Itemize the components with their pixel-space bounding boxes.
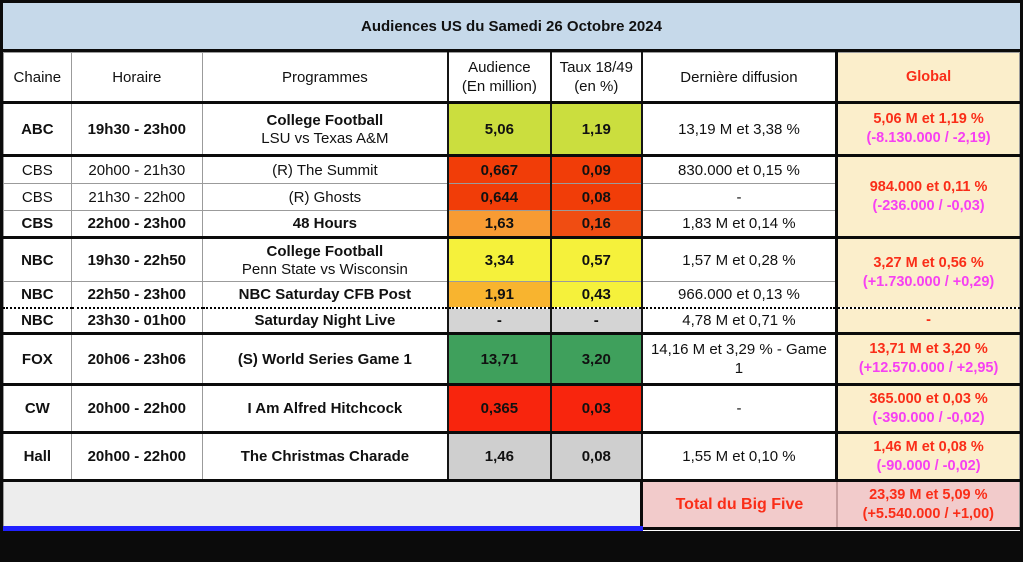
cell-horaire: 20h00 - 22h00 bbox=[70, 383, 203, 433]
cell-horaire: 23h30 - 01h00 bbox=[70, 306, 203, 334]
cell-taux: 0,16 bbox=[549, 210, 643, 238]
cell-global-cbs: 984.000 et 0,11 % (-236.000 / -0,03) bbox=[835, 154, 1020, 238]
col-header-horaire: Horaire bbox=[70, 52, 203, 104]
cell-chaine: FOX bbox=[3, 332, 72, 385]
cell-programme: (R) The Summit bbox=[201, 154, 449, 184]
cell-taux: 0,08 bbox=[549, 183, 643, 211]
col-header-chaine: Chaine bbox=[3, 52, 72, 104]
cell-audience: 0,365 bbox=[446, 383, 552, 433]
cell-programme: 48 Hours bbox=[201, 210, 449, 238]
cell-chaine: CW bbox=[3, 383, 72, 433]
cell-global-cw: 365.000 et 0,03 % (-390.000 / -0,02) bbox=[835, 383, 1020, 433]
cell-horaire: 19h30 - 23h00 bbox=[70, 101, 203, 156]
cell-taux: 1,19 bbox=[549, 101, 643, 156]
cell-audience: 5,06 bbox=[446, 101, 552, 156]
cell-programme: Saturday Night Live bbox=[201, 306, 449, 334]
cell-programme: (S) World Series Game 1 bbox=[201, 332, 449, 385]
cell-chaine: NBC bbox=[3, 281, 72, 308]
table-row-total: Total du Big Five 23,39 M et 5,09 % (+5.… bbox=[3, 479, 1020, 531]
audiences-table: Chaine Horaire Programmes Audience (En mi… bbox=[3, 52, 1020, 531]
cell-global-abc: 5,06 M et 1,19 % (-8.130.000 / -2,19) bbox=[835, 101, 1020, 156]
cell-horaire: 22h00 - 23h00 bbox=[70, 210, 203, 238]
cell-horaire: 21h30 - 22h00 bbox=[70, 183, 203, 211]
cell-derniere: 4,78 M et 0,71 % bbox=[641, 306, 839, 334]
table-row-cbs-3: CBS 22h00 - 23h00 48 Hours 1,63 0,16 1,8… bbox=[3, 210, 1020, 238]
cell-audience: - bbox=[446, 306, 552, 334]
cell-taux: 0,08 bbox=[549, 431, 643, 481]
cell-derniere: 13,19 M et 3,38 % bbox=[641, 101, 839, 156]
cell-programme: I Am Alfred Hitchcock bbox=[201, 383, 449, 433]
cell-horaire: 19h30 - 22h50 bbox=[70, 236, 203, 282]
cell-derniere: 14,16 M et 3,29 % - Game 1 bbox=[641, 332, 839, 385]
cell-audience: 1,46 bbox=[446, 431, 552, 481]
cell-audience: 0,644 bbox=[446, 183, 552, 211]
cell-audience: 1,63 bbox=[446, 210, 552, 238]
total-global-cell: 23,39 M et 5,09 % (+5.540.000 / +1,00) bbox=[835, 479, 1020, 530]
cell-programme: College Football LSU vs Texas A&M bbox=[201, 101, 449, 156]
cell-chaine: ABC bbox=[3, 101, 72, 156]
cell-global-hall: 1,46 M et 0,08 % (-90.000 / -0,02) bbox=[835, 431, 1020, 481]
table-row-cw: CW 20h00 - 22h00 I Am Alfred Hitchcock 0… bbox=[3, 383, 1020, 433]
cell-horaire: 20h06 - 23h06 bbox=[70, 332, 203, 385]
table-row-nbc-1: NBC 19h30 - 22h50 College Football Penn S… bbox=[3, 236, 1020, 308]
cell-chaine: CBS bbox=[3, 210, 72, 238]
table-row-fox: FOX 20h06 - 23h06 (S) World Series Game … bbox=[3, 332, 1020, 385]
cell-chaine: CBS bbox=[3, 154, 72, 184]
col-header-global: Global bbox=[835, 52, 1020, 104]
cell-taux: 0,43 bbox=[549, 281, 643, 308]
cell-audience: 0,667 bbox=[446, 154, 552, 184]
cell-audience: 3,34 bbox=[446, 236, 552, 282]
cell-audience: 1,91 bbox=[446, 281, 552, 308]
cell-chaine: CBS bbox=[3, 183, 72, 211]
cell-global-snl: - bbox=[835, 306, 1020, 334]
cell-derniere: 1,57 M et 0,28 % bbox=[641, 236, 839, 282]
cell-programme: NBC Saturday CFB Post bbox=[201, 281, 449, 308]
table-title: Audiences US du Samedi 26 Octobre 2024 bbox=[3, 3, 1020, 52]
table-row-nbc-snl: NBC 23h30 - 01h00 Saturday Night Live - … bbox=[3, 306, 1020, 334]
cell-derniere: 966.000 et 0,13 % bbox=[641, 281, 839, 308]
cell-programme: College Football Penn State vs Wisconsin bbox=[201, 236, 449, 282]
cell-chaine: NBC bbox=[3, 236, 72, 282]
col-header-programmes: Programmes bbox=[201, 52, 449, 104]
cell-taux: 0,09 bbox=[549, 154, 643, 184]
cell-derniere: 1,83 M et 0,14 % bbox=[641, 210, 839, 238]
cell-horaire: 20h00 - 21h30 bbox=[70, 154, 203, 184]
cell-horaire: 22h50 - 23h00 bbox=[70, 281, 203, 308]
cell-global-fox: 13,71 M et 3,20 % (+12.570.000 / +2,95) bbox=[835, 332, 1020, 385]
cell-taux: 0,03 bbox=[549, 383, 643, 433]
table-header-row: Chaine Horaire Programmes Audience (En mi… bbox=[3, 52, 1020, 104]
col-header-derniere: Dernière diffusion bbox=[641, 52, 839, 104]
table-row-cbs-1: CBS 20h00 - 21h30 (R) The Summit 0,667 0… bbox=[3, 154, 1020, 238]
cell-programme: (R) Ghosts bbox=[201, 183, 449, 211]
cell-taux: 0,57 bbox=[549, 236, 643, 282]
cell-taux: 3,20 bbox=[549, 332, 643, 385]
table-row-cbs-2: CBS 21h30 - 22h00 (R) Ghosts 0,644 0,08 … bbox=[3, 183, 1020, 211]
col-header-audience: Audience (En million) bbox=[446, 52, 552, 104]
cell-chaine: Hall bbox=[3, 431, 72, 481]
cell-audience: 13,71 bbox=[446, 332, 552, 385]
cell-derniere: 830.000 et 0,15 % bbox=[641, 154, 839, 184]
cell-taux: - bbox=[549, 306, 643, 334]
cell-horaire: 20h00 - 22h00 bbox=[70, 431, 203, 481]
cell-global-nbc: 3,27 M et 0,56 % (+1.730.000 / +0,29) bbox=[835, 236, 1020, 308]
cell-programme: The Christmas Charade bbox=[201, 431, 449, 481]
table-row-abc: ABC 19h30 - 23h00 College Football LSU vs… bbox=[3, 101, 1020, 156]
total-spacer-cell bbox=[3, 479, 644, 531]
cell-derniere: 1,55 M et 0,10 % bbox=[641, 431, 839, 481]
table-row-hall: Hall 20h00 - 22h00 The Christmas Charade… bbox=[3, 431, 1020, 481]
cell-derniere: - bbox=[641, 183, 839, 211]
total-label-cell: Total du Big Five bbox=[641, 479, 838, 530]
cell-derniere: - bbox=[641, 383, 839, 433]
col-header-taux: Taux 18/49 (en %) bbox=[549, 52, 643, 104]
cell-chaine: NBC bbox=[3, 306, 72, 334]
